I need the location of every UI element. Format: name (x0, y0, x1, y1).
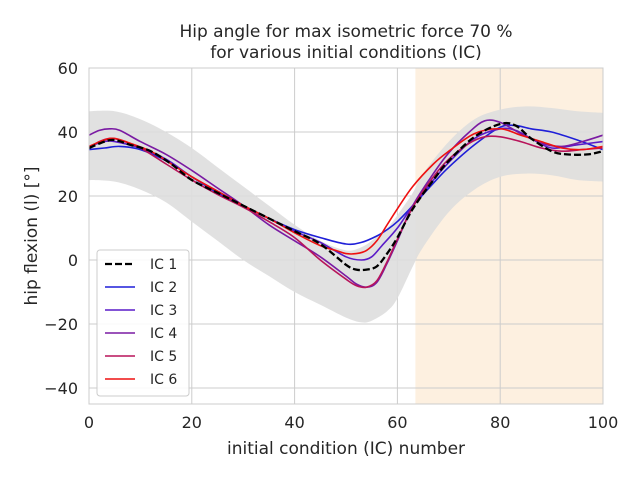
chart-title-line-1: Hip angle for max isometric force 70 % (179, 22, 512, 42)
legend-label: IC 2 (150, 280, 177, 296)
x-tick-label: 80 (490, 413, 510, 432)
legend-label: IC 1 (150, 257, 177, 273)
series-line-ic-1 (89, 121, 603, 272)
plot-frame (88, 67, 604, 405)
y-tick-label: 40 (58, 123, 78, 142)
legend-label: IC 3 (150, 303, 177, 319)
y-tick-label: 0 (68, 251, 78, 270)
confidence-band (89, 106, 603, 323)
legend-label: IC 5 (150, 349, 177, 365)
y-tick-label: −20 (44, 315, 78, 334)
y-tick-label: 20 (58, 187, 78, 206)
x-axis-label: initial condition (IC) number (227, 439, 465, 459)
x-tick-label: 20 (182, 413, 202, 432)
x-tick-label: 60 (387, 413, 407, 432)
y-tick-label: −40 (44, 379, 78, 398)
x-tick-label: 40 (284, 413, 304, 432)
legend: IC 1 IC 2 IC 3 IC 4 IC 5 IC 6 (96, 249, 190, 397)
x-tick-label: 0 (84, 413, 94, 432)
y-tick-label: 60 (58, 59, 78, 78)
y-axis-label: hip flexion (l) [°] (22, 166, 42, 305)
x-tick-label: 100 (588, 413, 619, 432)
series-line-ic-5 (89, 135, 603, 289)
legend-label: IC 6 (150, 372, 177, 388)
legend-label: IC 4 (150, 326, 177, 342)
chart-title-line-2: for various initial conditions (IC) (210, 43, 482, 63)
